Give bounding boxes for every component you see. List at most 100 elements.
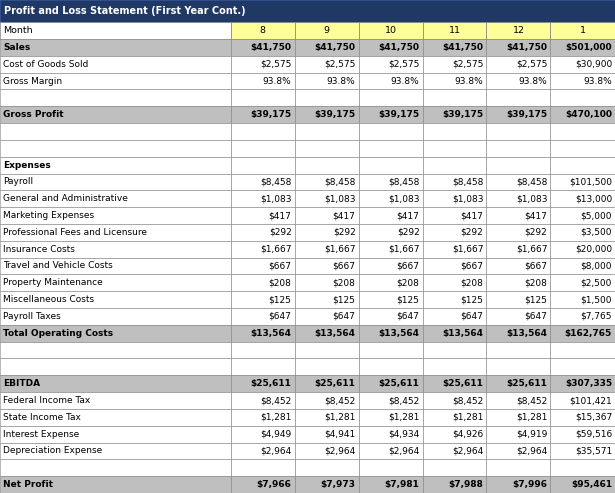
Text: $647: $647 xyxy=(397,312,419,321)
Bar xyxy=(231,157,295,174)
Bar xyxy=(550,106,615,123)
Bar xyxy=(550,72,615,89)
Text: $41,750: $41,750 xyxy=(506,43,547,52)
Text: $307,335: $307,335 xyxy=(565,379,612,388)
Bar xyxy=(231,190,295,207)
Text: $1,281: $1,281 xyxy=(260,413,292,422)
Bar xyxy=(295,224,359,241)
Text: 93.8%: 93.8% xyxy=(583,76,612,86)
Text: $8,000: $8,000 xyxy=(581,261,612,271)
Bar xyxy=(359,22,423,39)
Bar xyxy=(423,140,486,157)
Bar xyxy=(486,72,550,89)
Bar xyxy=(0,308,231,325)
Text: $125: $125 xyxy=(269,295,292,304)
Text: $39,175: $39,175 xyxy=(378,110,419,119)
Bar xyxy=(359,476,423,493)
Text: Net Profit: Net Profit xyxy=(3,480,53,489)
Bar xyxy=(550,392,615,409)
Text: Professional Fees and Licensure: Professional Fees and Licensure xyxy=(3,228,147,237)
Bar xyxy=(486,358,550,375)
Text: Depreciation Expense: Depreciation Expense xyxy=(3,447,102,456)
Text: $8,458: $8,458 xyxy=(324,177,355,186)
Bar xyxy=(423,325,486,342)
Text: $2,575: $2,575 xyxy=(324,60,355,69)
Bar xyxy=(423,224,486,241)
Bar xyxy=(550,409,615,426)
Bar xyxy=(359,241,423,258)
Text: Interest Expense: Interest Expense xyxy=(3,429,79,439)
Text: $2,575: $2,575 xyxy=(388,60,419,69)
Bar xyxy=(486,375,550,392)
Text: $7,981: $7,981 xyxy=(384,480,419,489)
Text: $95,461: $95,461 xyxy=(571,480,612,489)
Text: $1,083: $1,083 xyxy=(260,194,292,203)
Bar xyxy=(231,342,295,358)
Bar xyxy=(0,157,231,174)
Bar xyxy=(550,459,615,476)
Bar xyxy=(359,426,423,443)
Bar xyxy=(423,190,486,207)
Text: $20,000: $20,000 xyxy=(575,245,612,254)
Bar xyxy=(359,308,423,325)
Bar xyxy=(486,409,550,426)
Text: $125: $125 xyxy=(525,295,547,304)
Text: $2,575: $2,575 xyxy=(452,60,483,69)
Text: 9: 9 xyxy=(323,26,330,35)
Text: Total Operating Costs: Total Operating Costs xyxy=(3,329,113,338)
Bar xyxy=(0,426,231,443)
Bar xyxy=(423,241,486,258)
Text: Expenses: Expenses xyxy=(3,161,51,170)
Text: $8,452: $8,452 xyxy=(324,396,355,405)
Bar xyxy=(295,89,359,106)
Bar xyxy=(295,56,359,72)
Bar xyxy=(359,275,423,291)
Text: $2,500: $2,500 xyxy=(581,279,612,287)
Bar xyxy=(423,409,486,426)
Text: $125: $125 xyxy=(333,295,355,304)
Bar xyxy=(0,89,231,106)
Bar xyxy=(295,157,359,174)
Text: $1,083: $1,083 xyxy=(452,194,483,203)
Bar xyxy=(231,258,295,275)
Text: $647: $647 xyxy=(525,312,547,321)
Bar xyxy=(359,140,423,157)
Bar xyxy=(0,56,231,72)
Bar xyxy=(550,123,615,140)
Bar xyxy=(0,190,231,207)
Text: $4,919: $4,919 xyxy=(516,429,547,439)
Text: Insurance Costs: Insurance Costs xyxy=(3,245,75,254)
Text: 93.8%: 93.8% xyxy=(263,76,292,86)
Bar xyxy=(423,72,486,89)
Bar xyxy=(550,56,615,72)
Text: $667: $667 xyxy=(269,261,292,271)
Text: $2,964: $2,964 xyxy=(388,447,419,456)
Bar xyxy=(423,174,486,190)
Text: $417: $417 xyxy=(397,211,419,220)
Text: $39,175: $39,175 xyxy=(506,110,547,119)
Text: $8,458: $8,458 xyxy=(388,177,419,186)
Text: $1,281: $1,281 xyxy=(516,413,547,422)
Bar xyxy=(0,22,231,39)
Bar xyxy=(295,275,359,291)
Bar xyxy=(359,409,423,426)
Bar xyxy=(295,358,359,375)
Text: $39,175: $39,175 xyxy=(442,110,483,119)
Text: $292: $292 xyxy=(333,228,355,237)
Bar xyxy=(359,375,423,392)
Text: $2,964: $2,964 xyxy=(260,447,292,456)
Bar xyxy=(359,392,423,409)
Text: $4,934: $4,934 xyxy=(388,429,419,439)
Bar xyxy=(231,443,295,459)
Text: $470,100: $470,100 xyxy=(565,110,612,119)
Bar xyxy=(0,443,231,459)
Text: $8,452: $8,452 xyxy=(516,396,547,405)
Text: Property Maintenance: Property Maintenance xyxy=(3,279,103,287)
Text: Payroll: Payroll xyxy=(3,177,33,186)
Text: $417: $417 xyxy=(333,211,355,220)
Bar xyxy=(486,476,550,493)
Bar xyxy=(231,392,295,409)
Text: $417: $417 xyxy=(461,211,483,220)
Bar xyxy=(550,190,615,207)
Text: $41,750: $41,750 xyxy=(314,43,355,52)
